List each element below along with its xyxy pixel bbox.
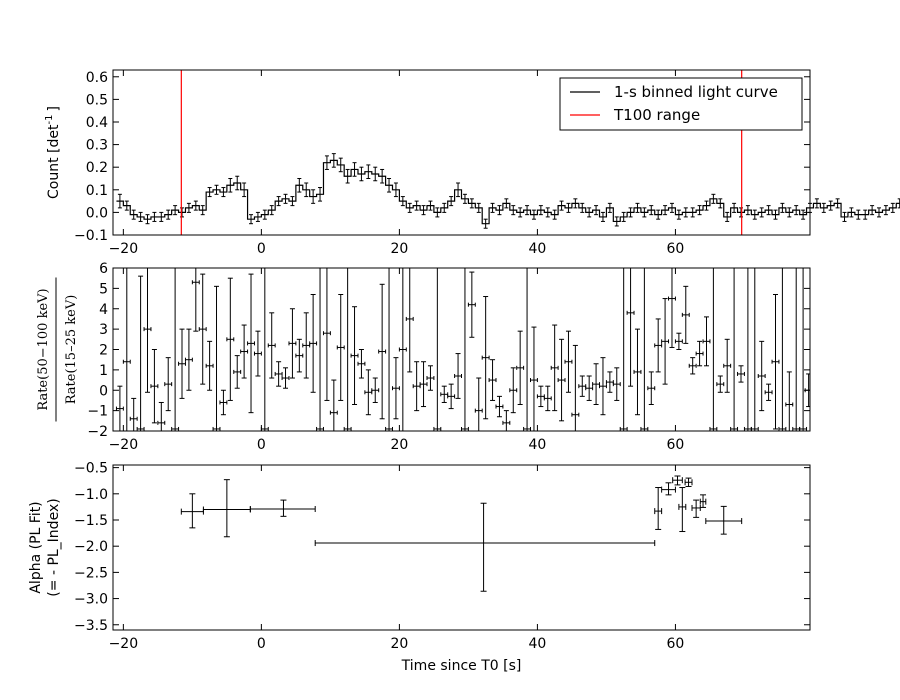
y-tick-label: −0.1: [74, 228, 108, 244]
legend-label-light-curve: 1-s binned light curve: [614, 83, 778, 101]
x-tick-label: 60: [667, 241, 685, 257]
y-tick-label: 5: [99, 281, 108, 297]
x-tick-label: 20: [390, 241, 408, 257]
y-tick-label: 4: [99, 302, 108, 318]
legend-box: [559, 77, 803, 131]
light-curve-ylabel: Count [det-1]: [44, 106, 62, 199]
light-curve-frame: [112, 69, 811, 236]
hardness-ratio-marks: [115, 268, 810, 431]
alpha-panel: −20 0 20 40 60 −3.5 −3.0 −2.5 −2.0 −1.5 −1.0 −0.5 A…: [28, 461, 811, 674]
y-tick-label: 2: [99, 343, 108, 359]
alpha-ylabel-line2: (= - PL_Index): [46, 498, 62, 596]
hardness-ratio-panel: −20 0 20 40 60 −2 −1 0 1 2 3 4 5 6 Rate(15–25 keV) Ra…: [36, 261, 811, 453]
y-tick-label: 0.2: [86, 160, 108, 176]
light-curve-ticks: −20 0 20 40 60 −0.1 0.0 0.1 0.2 0.3 0.4 0.5 0.6: [74, 70, 810, 257]
y-tick-label: 0.3: [86, 138, 108, 154]
hardness-ratio-ylabel: Rate(15–25 keV) Rate(50−100 keV): [36, 277, 79, 422]
y-tick-label: −0.5: [74, 461, 108, 477]
x-tick-label: 0: [257, 437, 266, 453]
x-tick-label: 40: [528, 437, 546, 453]
y-tick-label: −1: [87, 404, 108, 420]
ylabel-numerator: Rate(15–25 keV): [64, 295, 79, 405]
y-tick-label: 0: [99, 383, 108, 399]
legend-label-t100: T100 range: [613, 106, 700, 124]
alpha-ticks: −20 0 20 40 60 −3.5 −3.0 −2.5 −2.0 −1.5 −1.0 −0.5: [74, 461, 810, 652]
y-tick-label: −2: [87, 424, 108, 440]
y-tick-label: −3.0: [74, 592, 108, 608]
x-tick-label: 0: [257, 241, 266, 257]
legend: 1-s binned light curve T100 range: [559, 77, 803, 131]
ylabel-denominator: Rate(50−100 keV): [36, 288, 51, 410]
y-tick-label: 0.0: [86, 205, 108, 221]
y-tick-label: 0.5: [86, 92, 108, 108]
x-tick-label: 60: [667, 437, 685, 453]
y-tick-label: 6: [99, 261, 108, 277]
x-tick-label: 0: [257, 636, 266, 652]
alpha-frame: [112, 464, 811, 631]
y-tick-label: 0.1: [86, 183, 108, 199]
x-tick-label: −20: [109, 636, 139, 652]
ylabel-sup: -1: [44, 115, 55, 125]
ylabel-main: Count [det: [46, 124, 62, 199]
y-tick-label: −1.0: [74, 487, 108, 503]
y-tick-label: 0.6: [86, 70, 108, 86]
x-tick-label: 60: [667, 636, 685, 652]
y-tick-label: −3.5: [74, 618, 108, 634]
y-tick-label: −1.5: [74, 513, 108, 529]
x-tick-label: −20: [109, 241, 139, 257]
light-curve-step-line: [116, 159, 900, 225]
x-tick-label: 20: [390, 636, 408, 652]
alpha-marks: [180, 475, 743, 592]
x-tick-label: 40: [528, 241, 546, 257]
y-tick-label: 1: [99, 363, 108, 379]
x-tick-label: 20: [390, 437, 408, 453]
ylabel-end: ]: [46, 106, 62, 111]
alpha-ylabel-line1: Alpha (PL Fit): [28, 501, 44, 593]
hardness-ratio-frame: [112, 267, 811, 432]
x-tick-label: −20: [109, 437, 139, 453]
x-tick-label: 40: [528, 636, 546, 652]
y-tick-label: 3: [99, 322, 108, 338]
y-tick-label: 0.4: [86, 115, 108, 131]
hardness-ratio-ticks: −20 0 20 40 60 −2 −1 0 1 2 3 4 5 6: [87, 261, 810, 453]
y-tick-label: −2.5: [74, 565, 108, 581]
light-curve-marks: [116, 70, 900, 235]
light-curve-panel: −20 0 20 40 60 −0.1 0.0 0.1 0.2 0.3 0.4 0.5 0.6 1-s …: [44, 69, 900, 257]
y-tick-label: −2.0: [74, 539, 108, 555]
alpha-xlabel: Time since T0 [s]: [401, 658, 522, 674]
